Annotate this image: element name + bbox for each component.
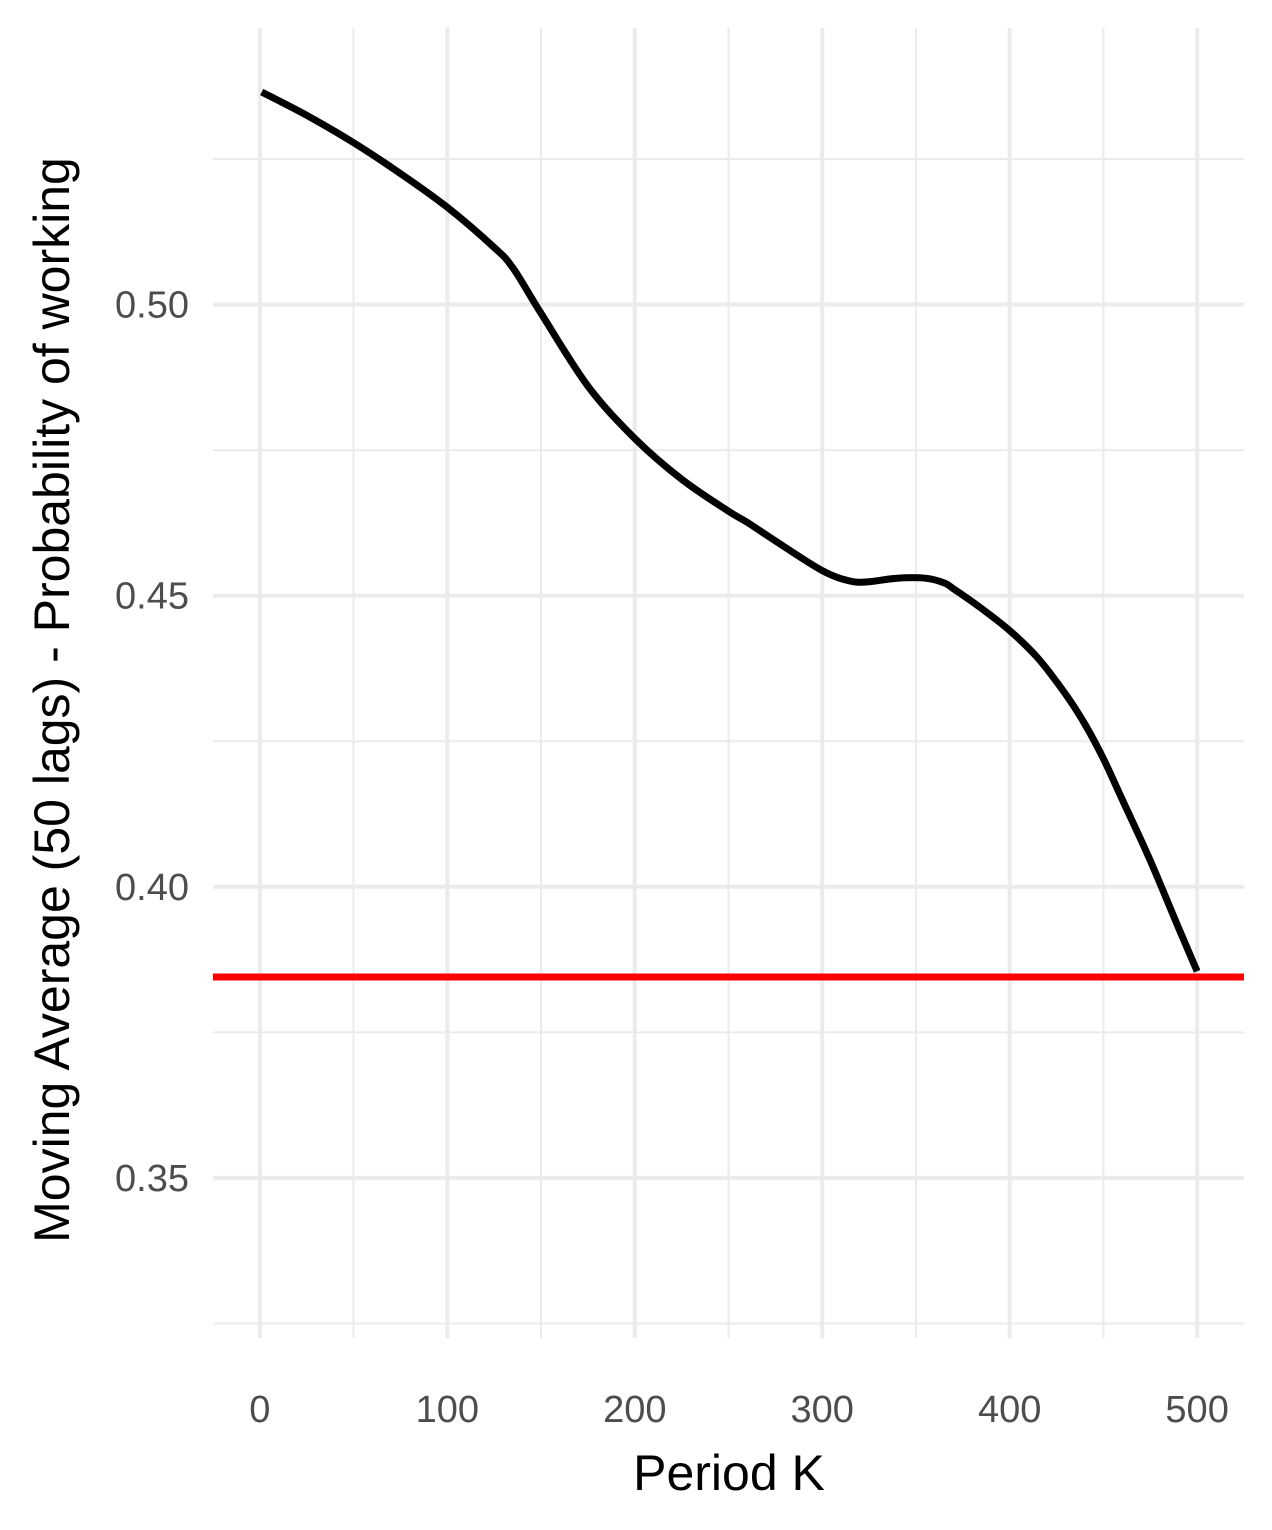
- y-tick-label: 0.35: [115, 1158, 189, 1200]
- series-line: [260, 88, 1201, 973]
- grid-minor: [213, 28, 1244, 1338]
- x-tick-labels: 0 100 200 300 400 500: [249, 1389, 1229, 1431]
- x-tick-label: 400: [978, 1389, 1041, 1431]
- x-tick-label: 200: [603, 1389, 666, 1431]
- y-tick-label: 0.45: [115, 576, 189, 618]
- series-layer: [260, 88, 1201, 973]
- y-tick-label: 0.50: [115, 285, 189, 327]
- y-axis-title: Moving Average (50 lags) - Probability o…: [24, 157, 80, 1243]
- x-tick-label: 300: [791, 1389, 854, 1431]
- y-tick-label: 0.40: [115, 867, 189, 909]
- x-tick-label: 100: [416, 1389, 479, 1431]
- grid-major: [213, 28, 1244, 1338]
- x-tick-label: 500: [1165, 1389, 1228, 1431]
- y-tick-labels: 0.35 0.40 0.45 0.50: [115, 285, 189, 1200]
- x-axis-title: Period K: [633, 1445, 825, 1501]
- x-tick-label: 0: [249, 1389, 270, 1431]
